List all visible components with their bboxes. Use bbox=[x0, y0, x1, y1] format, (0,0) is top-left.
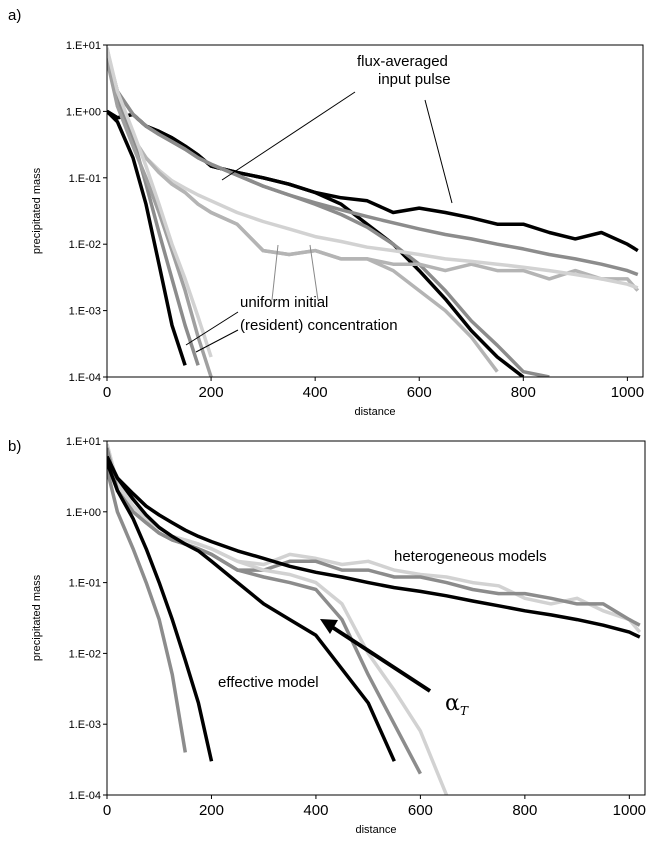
alpha-symbol: α bbox=[445, 691, 460, 716]
series-line bbox=[107, 47, 639, 290]
series-line bbox=[107, 47, 213, 358]
alpha-subscript: T bbox=[460, 704, 469, 718]
x-tick-label: 800 bbox=[511, 384, 536, 401]
x-tick-label: 1000 bbox=[611, 384, 644, 401]
arrow-head bbox=[320, 619, 338, 634]
series-line bbox=[107, 447, 422, 775]
leader-line bbox=[195, 329, 239, 353]
annotation: flux-averaged bbox=[357, 53, 448, 70]
series-line bbox=[107, 447, 641, 627]
x-tick-label: 400 bbox=[303, 384, 328, 401]
leader-line bbox=[185, 311, 239, 346]
y-axis-label: precipitated mass bbox=[31, 167, 43, 254]
alpha-arrow bbox=[320, 619, 432, 693]
leader-line bbox=[271, 244, 279, 301]
y-axis-label: precipitated mass bbox=[31, 574, 43, 661]
series-line bbox=[107, 461, 214, 762]
series-line bbox=[107, 443, 449, 795]
annotation: heterogeneous models bbox=[394, 548, 547, 565]
leader-line bbox=[424, 99, 453, 204]
x-tick-label: 400 bbox=[303, 802, 328, 819]
annotation: (resident) concentration bbox=[240, 317, 398, 334]
x-axis-label: distance bbox=[355, 406, 396, 418]
x-tick-label: 1000 bbox=[613, 802, 646, 819]
series-line bbox=[107, 50, 639, 277]
y-tick-label: 1.E+01 bbox=[66, 40, 101, 52]
leader-line bbox=[309, 244, 319, 301]
y-tick-label: 1.E-02 bbox=[69, 648, 101, 660]
series-line bbox=[107, 47, 499, 373]
y-tick-label: 1.E-01 bbox=[69, 173, 101, 185]
series-line bbox=[107, 455, 641, 639]
y-tick-label: 1.E-04 bbox=[69, 790, 101, 802]
x-tick-label: 0 bbox=[103, 802, 111, 819]
plot-frame bbox=[106, 440, 646, 796]
y-tick-label: 1.E+01 bbox=[66, 436, 101, 448]
series-line bbox=[107, 455, 396, 762]
plot-frame bbox=[106, 44, 644, 378]
series-line bbox=[107, 47, 640, 292]
series-group bbox=[107, 47, 640, 377]
arrow-shaft bbox=[330, 625, 432, 693]
x-tick-label: 200 bbox=[199, 384, 224, 401]
panel-label: b) bbox=[8, 438, 21, 455]
x-tick-label: 600 bbox=[408, 802, 433, 819]
panel-label: a) bbox=[8, 7, 21, 24]
annotation: input pulse bbox=[378, 71, 451, 88]
x-axis-label: distance bbox=[356, 824, 397, 836]
y-tick-label: 1.E-03 bbox=[69, 306, 101, 318]
y-tick-label: 1.E-01 bbox=[69, 578, 101, 590]
annotation: uniform initial bbox=[240, 294, 328, 311]
series-line bbox=[107, 59, 213, 377]
series-line bbox=[107, 50, 550, 377]
x-tick-label: 200 bbox=[199, 802, 224, 819]
leader-lines bbox=[185, 91, 453, 353]
series-group bbox=[107, 443, 642, 795]
series-line bbox=[107, 443, 642, 634]
y-tick-label: 1.E-04 bbox=[69, 372, 101, 384]
series-line bbox=[107, 110, 187, 366]
x-tick-label: 800 bbox=[512, 802, 537, 819]
y-tick-label: 1.E-02 bbox=[69, 239, 101, 251]
panel-a: 1.E-04 1.E-03 1.E-02 1.E-01 1.E+00 1.E+01 0 200… bbox=[8, 7, 644, 418]
y-tick-label: 1.E+00 bbox=[66, 507, 101, 519]
leader-line bbox=[221, 91, 356, 181]
y-tick-label: 1.E+00 bbox=[66, 106, 101, 118]
y-tick-label: 1.E-03 bbox=[69, 719, 101, 731]
x-tick-label: 0 bbox=[103, 384, 111, 401]
series-line bbox=[107, 468, 188, 753]
x-tick-label: 600 bbox=[407, 384, 432, 401]
series-line bbox=[107, 51, 200, 366]
panel-b: 1.E-04 1.E-03 1.E-02 1.E-01 1.E+00 1.E+01 0 200… bbox=[8, 436, 646, 836]
annotation: effective model bbox=[218, 674, 319, 691]
